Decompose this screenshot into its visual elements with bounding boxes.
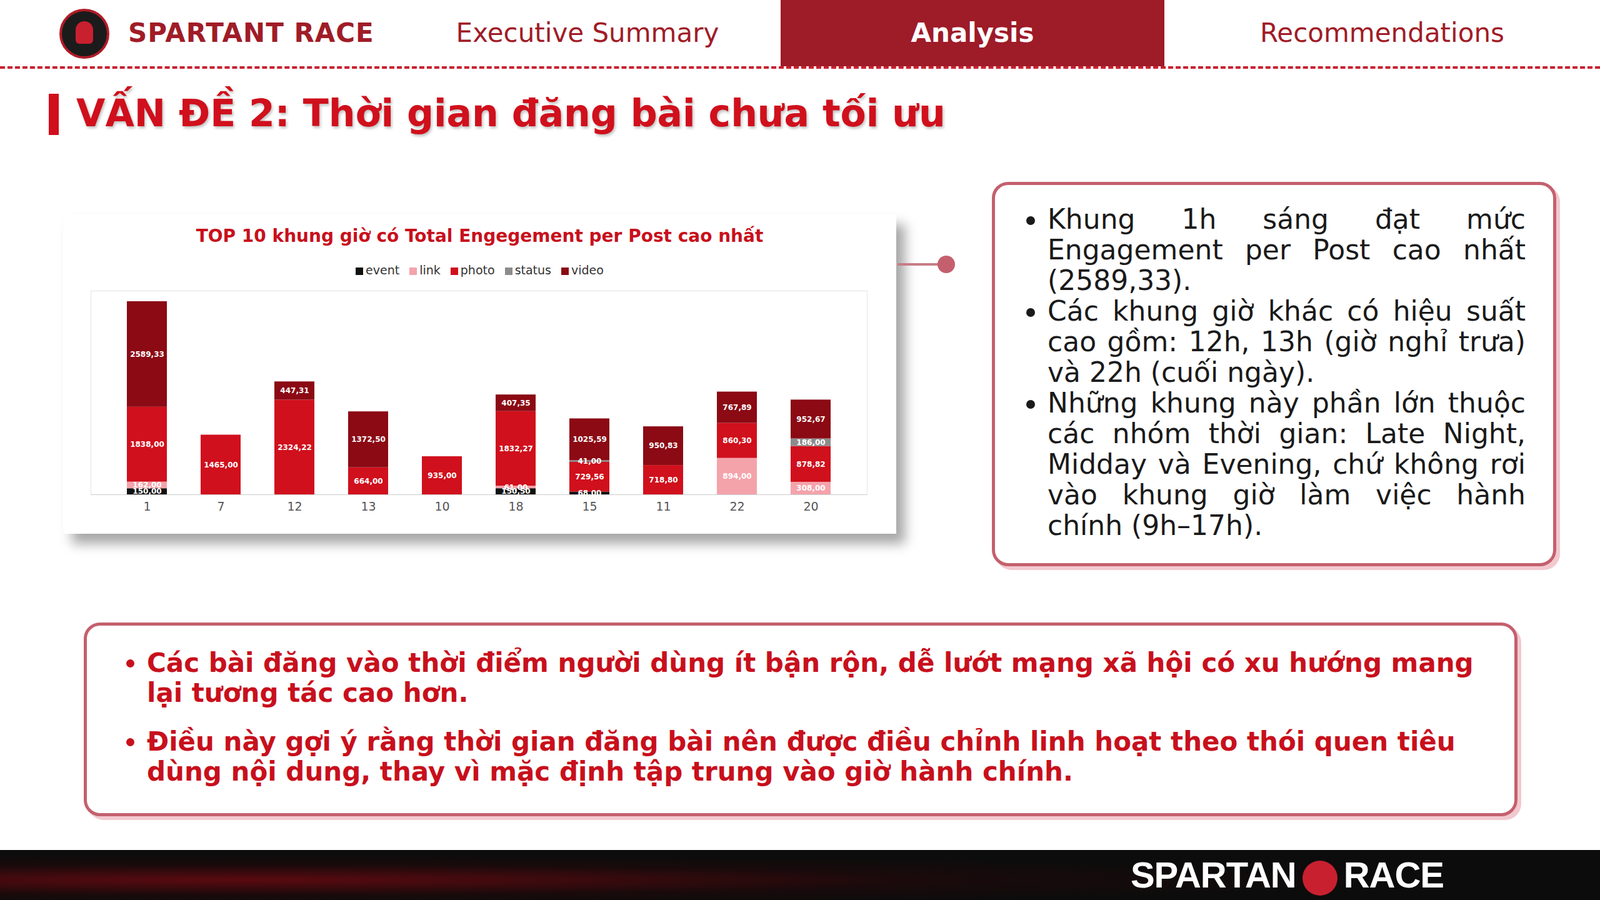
svg-text:68,00: 68,00	[578, 488, 602, 498]
svg-text:308,00: 308,00	[796, 483, 825, 493]
svg-text:61,00: 61,00	[504, 483, 529, 492]
svg-text:12: 12	[286, 499, 302, 514]
svg-text:2589,33: 2589,33	[130, 350, 165, 359]
svg-text:186,00: 186,00	[796, 438, 825, 447]
html-text:link: link	[419, 263, 441, 277]
svg-text:718,80: 718,80	[648, 475, 678, 485]
svg-text:1838,00: 1838,00	[130, 440, 165, 449]
svg-text:7: 7	[216, 499, 225, 514]
html-text:event: event	[365, 263, 400, 277]
html-text:Recommendations: Recommendations	[1260, 17, 1505, 49]
html-text:Khung 1h sáng đạt mức Engageme: Khung 1h sáng đạt mức Engagement per Pos…	[1047, 203, 1526, 297]
html-text:Các khung giờ khác có hiệu suấ: Các khung giờ khác có hiệu suất cao gồm:…	[1047, 295, 1526, 389]
svg-text:11: 11	[655, 499, 671, 514]
html-text:Các bài đăng vào thời điểm ngư: Các bài đăng vào thời điểm người dùng ít…	[146, 647, 1474, 709]
svg-text:729,56: 729,56	[575, 472, 604, 482]
svg-text:2324,22: 2324,22	[277, 443, 312, 452]
svg-text:952,67: 952,67	[796, 415, 825, 424]
html-text:TOP 10 khung giờ có Total Enge: TOP 10 khung giờ có Total Engegement per…	[196, 225, 764, 247]
svg-text:22: 22	[729, 499, 745, 514]
svg-text:447,31: 447,31	[280, 386, 309, 395]
svg-text:935,00: 935,00	[427, 471, 457, 480]
svg-text:41,00: 41,00	[578, 456, 602, 466]
svg-text:1025,59: 1025,59	[572, 435, 607, 444]
html-text:Executive Summary: Executive Summary	[456, 17, 719, 49]
html-text:video: video	[571, 263, 604, 277]
html-text:Điều này gợi ý rằng thời gian: Điều này gợi ý rằng thời gian đăng bài n…	[146, 726, 1456, 787]
svg-text:1: 1	[143, 499, 151, 514]
svg-text:950,83: 950,83	[648, 441, 678, 450]
svg-text:1465,00: 1465,00	[203, 460, 239, 470]
svg-text:162,00: 162,00	[132, 480, 162, 490]
html-text:photo: photo	[460, 263, 495, 277]
svg-text:15: 15	[581, 499, 597, 514]
svg-text:10: 10	[434, 499, 450, 514]
svg-text:18: 18	[508, 499, 524, 514]
html-text:SPARTAN: SPARTAN	[1130, 854, 1297, 895]
html-text:Những khung này phần lớn thuộc: Những khung này phần lớn thuộc các nhóm …	[1047, 386, 1526, 542]
svg-text:894,00: 894,00	[722, 471, 752, 481]
svg-text:20: 20	[803, 499, 819, 514]
svg-text:150,00: 150,00	[132, 487, 162, 496]
svg-text:860,30: 860,30	[722, 436, 752, 445]
html-text:VẤN ĐỀ 2: Thời gian đăng bài c: VẤN ĐỀ 2: Thời gian đăng bài chưa tối ưu	[76, 91, 946, 135]
svg-text:1372,50: 1372,50	[351, 435, 386, 444]
svg-text:13: 13	[360, 499, 376, 514]
svg-text:878,82: 878,82	[796, 460, 825, 469]
html-text:SPARTANT RACE: SPARTANT RACE	[128, 17, 375, 49]
html-text:RACE: RACE	[1343, 854, 1444, 895]
svg-text:1832,27: 1832,27	[498, 444, 534, 454]
svg-text:407,35: 407,35	[501, 398, 530, 408]
html-text:status: status	[514, 263, 552, 277]
html-text:Analysis: Analysis	[910, 17, 1035, 49]
svg-text:767,89: 767,89	[722, 403, 752, 412]
svg-text:664,00: 664,00	[353, 476, 383, 486]
